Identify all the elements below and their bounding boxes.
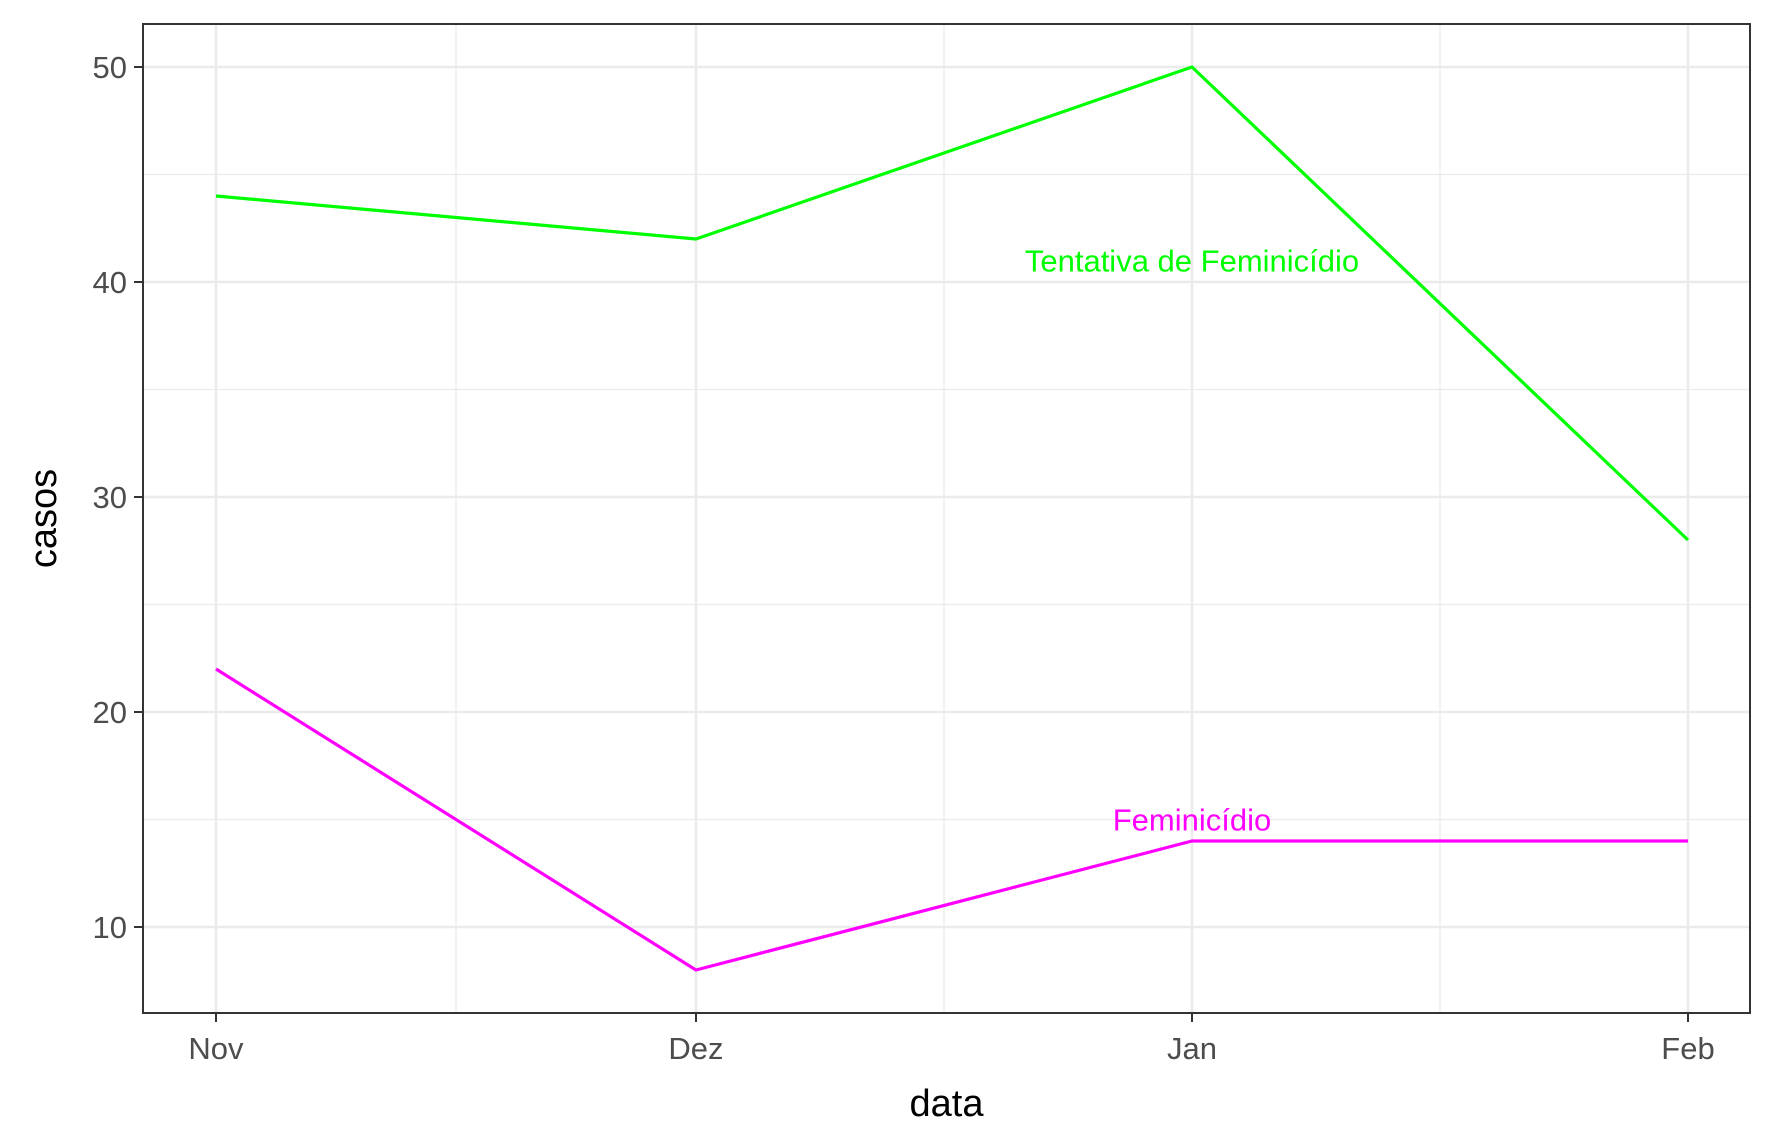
plot-panel-border	[142, 23, 1751, 1014]
series-line-feminicidio	[215, 667, 1688, 972]
y-tick-label: 20	[93, 695, 127, 730]
series-labels: Tentativa de Feminicídio Feminicídio	[1025, 244, 1359, 838]
x-tick-label: Nov	[188, 1031, 244, 1066]
x-axis: Nov Dez Jan Feb	[188, 1013, 1715, 1066]
y-axis: 10 20 30 40 50	[93, 50, 143, 945]
series-lines	[215, 65, 1690, 972]
series-label-feminicidio: Feminicídio	[1113, 803, 1272, 838]
major-gridlines	[143, 24, 1750, 1013]
y-axis-title: casos	[23, 469, 65, 568]
series-label-tentativa-de-feminicidio: Tentativa de Feminicídio	[1025, 244, 1359, 279]
y-tick-label: 40	[93, 265, 127, 300]
x-tick-label: Dez	[668, 1031, 723, 1066]
minor-gridlines	[143, 24, 1750, 1013]
x-tick-label: Jan	[1167, 1031, 1217, 1066]
y-tick-label: 10	[93, 910, 127, 945]
y-tick-label: 30	[93, 480, 127, 515]
x-tick-label: Feb	[1661, 1031, 1714, 1066]
x-axis-title: data	[910, 1083, 985, 1125]
y-tick-label: 50	[93, 50, 127, 85]
series-line-tentativa-de-feminicidio	[215, 65, 1690, 542]
